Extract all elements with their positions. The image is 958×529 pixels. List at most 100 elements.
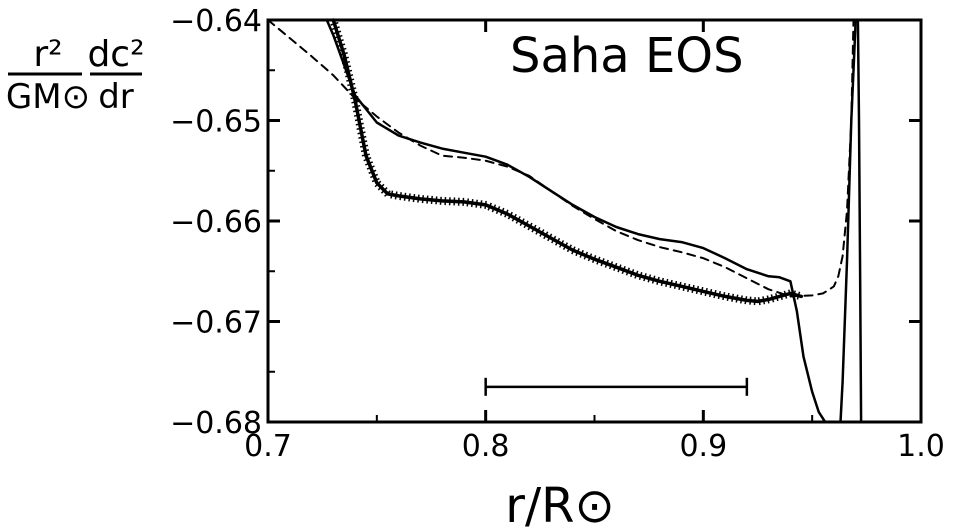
series-hatch-mark [656, 276, 660, 285]
series-hatch-mark [439, 196, 442, 205]
series-hatch-mark [403, 192, 407, 201]
series-line-5 [267, 19, 855, 298]
series-hatch-mark [330, 21, 339, 26]
ylabel-numerator-right: dc² [87, 34, 144, 75]
series-hatch-mark [399, 192, 402, 201]
series-hatch-mark [515, 216, 521, 224]
series-hatch-mark [757, 297, 761, 306]
y-tick-label: −0.66 [170, 205, 262, 240]
series-hatch-mark [345, 74, 354, 78]
series-hatch-mark [370, 173, 379, 179]
series-hatch-mark [630, 269, 635, 278]
series-hatch-mark [390, 190, 394, 199]
series-hatch-mark [374, 180, 382, 188]
series-hatch-mark [527, 222, 533, 231]
series-hatch-mark [371, 177, 380, 183]
series-hatch-mark [596, 256, 601, 265]
series-hatch-mark [643, 273, 647, 282]
series-hatch-mark [700, 286, 704, 296]
series-hatch-mark [579, 249, 584, 258]
series-hatch-mark [634, 270, 639, 279]
series-hatch-mark [466, 198, 470, 207]
series-line-1 [325, 18, 829, 424]
series-hatch-mark [355, 122, 364, 126]
series-hatch-mark [348, 87, 357, 91]
series-hatch-mark [744, 296, 748, 305]
series-hatch-mark [713, 289, 717, 299]
series-hatch-mark [660, 277, 664, 286]
y-axis-label: r² dc² GM⊙ dr [6, 34, 145, 117]
series-hatch-mark [731, 293, 735, 302]
series-hatch-mark [475, 199, 478, 208]
series-hatch-mark [708, 288, 713, 298]
series-line-2 [839, 18, 860, 424]
y-tick-label: −0.68 [170, 406, 262, 441]
series-hatch-mark [704, 287, 708, 297]
series-hatch-mark [412, 193, 416, 203]
series-hatch-mark [587, 253, 593, 262]
x-tick-label: 0.9 [679, 429, 727, 464]
series-hatch-mark [337, 43, 346, 48]
series-hatch-mark [591, 255, 597, 264]
series-hatch-mark [353, 109, 362, 113]
series-hatch-mark [384, 190, 391, 197]
series-hatch-mark [551, 235, 557, 244]
series-hatch-mark [583, 251, 589, 260]
y-tick-label: −0.64 [170, 4, 262, 39]
series-hatch-mark [575, 248, 580, 257]
series-hatch-mark [562, 242, 569, 250]
series-hatch-mark [678, 281, 682, 291]
series-hatch-mark [363, 157, 372, 162]
series-hatch-mark [608, 261, 614, 270]
series-hatch-mark [600, 258, 605, 267]
series-hatch-mark [638, 271, 643, 281]
series-hatch-mark [333, 30, 342, 35]
ylabel-denominator-left: GM⊙ [6, 77, 90, 117]
series-hatch-mark [353, 113, 363, 117]
series-hatch-mark [717, 290, 721, 300]
series-hatch-mark [380, 187, 388, 194]
series-hatch-mark [647, 274, 652, 283]
series-hatch-mark [342, 65, 352, 69]
series-group [267, 18, 863, 424]
series-hatch-mark [735, 294, 739, 303]
series-hatch-mark [535, 226, 541, 235]
series-hatch-mark [340, 56, 349, 60]
axis-tick-labels: 0.7 0.8 0.9 1.0 −0.64 −0.65 −0.66 −0.67 −0.68 [170, 4, 945, 464]
series-hatch-mark [487, 202, 492, 211]
series-hatch-mark [691, 284, 695, 294]
series-hatch-mark [669, 279, 673, 288]
chart-annotation: Saha EOS [510, 28, 744, 84]
error-bar [484, 377, 749, 396]
series-hatch-mark [507, 211, 513, 220]
series-hatch-mark [775, 293, 779, 302]
series-hatch-mark [695, 285, 700, 295]
x-tick-label: 1.0 [897, 429, 945, 464]
series-hatch-mark [331, 26, 340, 31]
series-hatch-mark [531, 224, 537, 233]
series-hatch-mark [543, 231, 549, 240]
series-hatch-mark [682, 282, 686, 292]
series-hatch-mark [346, 78, 355, 82]
series-hatch-mark [368, 169, 377, 174]
series-hatch-mark [613, 262, 618, 271]
series-hatch-mark [484, 200, 487, 209]
series-hatch-mark [417, 194, 420, 203]
series-hatch-mark [739, 295, 743, 304]
ylabel-numerator-left: r² [33, 34, 62, 75]
series-hatch-mark [539, 229, 545, 237]
series-hatch-mark [338, 47, 347, 52]
series-hatch-mark [377, 183, 385, 191]
series-hatch-mark [394, 191, 398, 200]
series-hatch-mark [421, 195, 425, 204]
series-hatch-mark [351, 100, 360, 104]
series-hatch-mark [554, 237, 561, 246]
series-hatch-mark [365, 161, 374, 166]
series-hatch-mark [523, 220, 529, 229]
series-hatch-mark [491, 204, 497, 213]
series-hatch-mark [360, 144, 369, 148]
series-hatch-mark [762, 296, 766, 305]
series-hatch-mark [359, 140, 368, 144]
series-hatch-mark [547, 233, 553, 242]
